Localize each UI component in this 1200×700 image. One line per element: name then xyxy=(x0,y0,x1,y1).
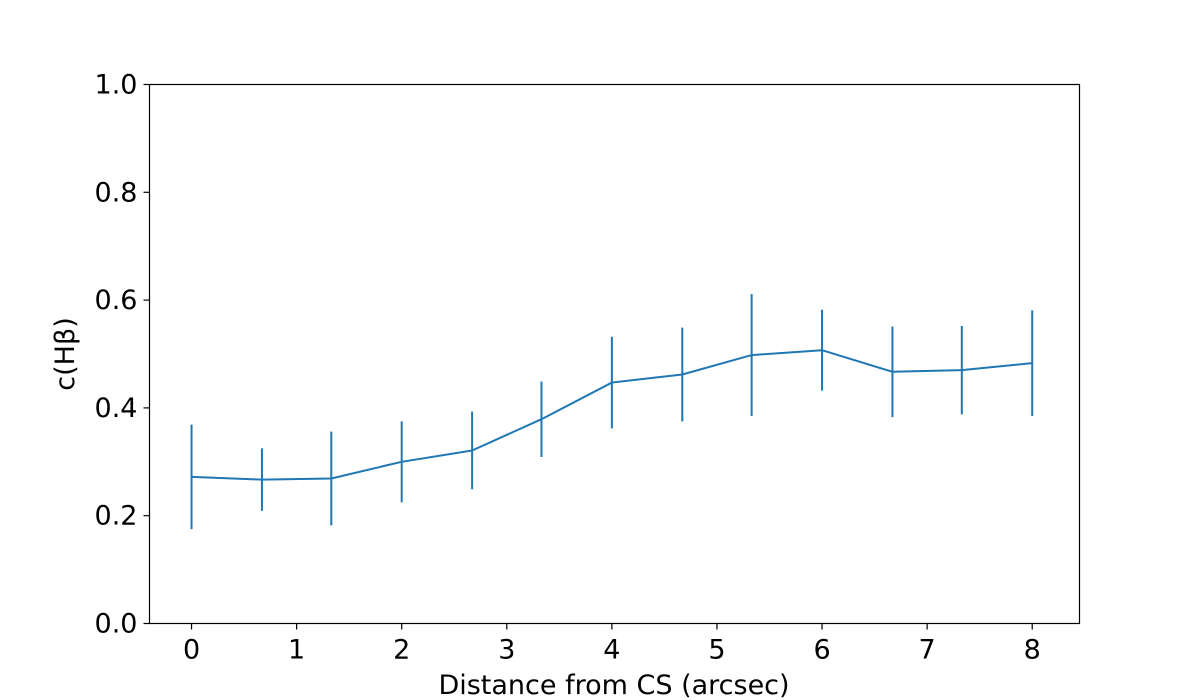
error-bars xyxy=(190,294,1034,530)
y-tick-label: 0.4 xyxy=(95,393,138,424)
x-tick-label: 1 xyxy=(288,635,305,666)
plot-area xyxy=(148,83,1081,625)
x-tick-label: 7 xyxy=(919,635,936,666)
x-tick-label: 6 xyxy=(813,635,830,666)
y-tick-label: 0.2 xyxy=(95,501,138,532)
y-tick-label: 0.6 xyxy=(95,285,138,316)
y-axis-label: c(Hβ) xyxy=(50,317,81,390)
x-axis-label: Distance from CS (arcsec) xyxy=(438,670,789,700)
x-tick-label: 3 xyxy=(498,635,515,666)
series-line xyxy=(191,349,1033,481)
series-lines xyxy=(191,349,1033,481)
y-tick-label: 0.8 xyxy=(95,177,138,208)
x-axis-ticks: 0 1 2 3 4 5 6 7 8 xyxy=(183,623,1041,666)
y-axis-ticks: 0.0 0.2 0.4 0.6 0.8 1.0 xyxy=(95,70,150,640)
plot-frame xyxy=(148,83,1081,625)
x-tick-label: 8 xyxy=(1024,635,1041,666)
y-tick-label: 0.0 xyxy=(95,609,138,640)
x-tick-label: 0 xyxy=(183,635,200,666)
x-tick-label: 5 xyxy=(708,635,725,666)
x-tick-label: 2 xyxy=(393,635,410,666)
x-tick-label: 4 xyxy=(603,635,620,666)
y-tick-label: 1.0 xyxy=(95,70,138,101)
